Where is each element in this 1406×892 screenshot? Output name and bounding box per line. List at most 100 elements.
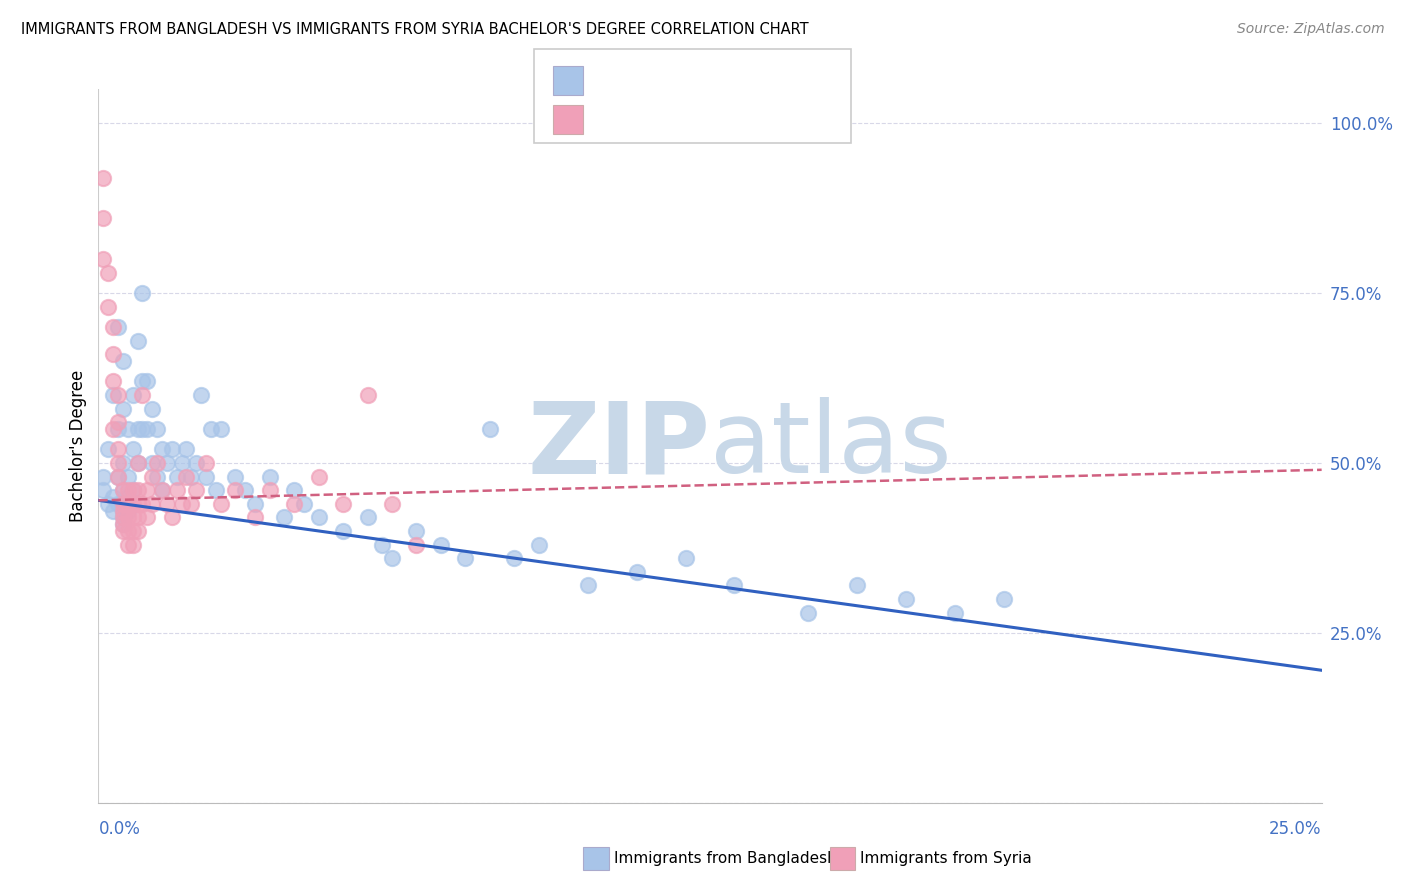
Point <box>111 517 134 532</box>
Text: Source: ZipAtlas.com: Source: ZipAtlas.com <box>1237 22 1385 37</box>
Text: R = -0.301  N = 77: R = -0.301 N = 77 <box>595 71 752 89</box>
Point <box>111 510 134 524</box>
Point <box>356 388 378 402</box>
Point <box>107 497 129 511</box>
Point <box>356 510 378 524</box>
Point <box>224 469 246 483</box>
Point <box>111 524 134 538</box>
Point <box>111 483 134 498</box>
Point <box>195 456 218 470</box>
Point <box>200 422 222 436</box>
Point <box>121 510 143 524</box>
Y-axis label: Bachelor's Degree: Bachelor's Degree <box>69 370 87 522</box>
Point <box>121 442 143 457</box>
Point <box>107 388 129 402</box>
Point <box>127 483 149 498</box>
Point <box>91 170 114 185</box>
Point <box>150 483 173 498</box>
Point <box>156 497 179 511</box>
Point <box>127 510 149 524</box>
Point <box>91 211 114 226</box>
Point <box>180 469 202 483</box>
Point <box>107 456 129 470</box>
Point <box>160 510 183 524</box>
Text: R =  0.023  N = 62: R = 0.023 N = 62 <box>595 111 752 128</box>
Text: 25.0%: 25.0% <box>1270 820 1322 838</box>
Point <box>136 483 159 498</box>
Point <box>405 537 427 551</box>
Point <box>146 469 169 483</box>
Point <box>146 422 169 436</box>
Point <box>127 422 149 436</box>
Text: 0.0%: 0.0% <box>98 820 141 838</box>
Point <box>121 497 143 511</box>
Point <box>117 490 139 504</box>
Point <box>150 483 173 498</box>
Point <box>186 483 208 498</box>
Point <box>101 320 124 334</box>
Point <box>107 469 129 483</box>
Point <box>127 456 149 470</box>
Point <box>131 375 153 389</box>
Point <box>111 456 134 470</box>
Point <box>381 551 404 566</box>
Point <box>117 422 139 436</box>
Point <box>101 503 124 517</box>
Point <box>117 537 139 551</box>
Point <box>176 469 198 483</box>
Point <box>111 503 134 517</box>
Point <box>943 606 966 620</box>
Text: IMMIGRANTS FROM BANGLADESH VS IMMIGRANTS FROM SYRIA BACHELOR'S DEGREE CORRELATIO: IMMIGRANTS FROM BANGLADESH VS IMMIGRANTS… <box>21 22 808 37</box>
Text: atlas: atlas <box>710 398 952 494</box>
Point <box>121 483 143 498</box>
Point <box>675 551 697 566</box>
Point <box>117 524 139 538</box>
Point <box>136 422 159 436</box>
Point <box>107 442 129 457</box>
Point <box>381 497 404 511</box>
Point <box>186 456 208 470</box>
Point <box>141 469 163 483</box>
Point <box>993 591 1015 606</box>
Point <box>292 497 315 511</box>
Point <box>127 497 149 511</box>
Text: ZIP: ZIP <box>527 398 710 494</box>
Point <box>209 422 232 436</box>
Point <box>141 456 163 470</box>
Point <box>332 497 354 511</box>
Point <box>233 483 256 498</box>
Text: Immigrants from Bangladesh: Immigrants from Bangladesh <box>614 851 837 865</box>
Point <box>131 497 153 511</box>
Point <box>576 578 599 592</box>
Point <box>797 606 820 620</box>
Point <box>111 401 134 416</box>
Point <box>91 469 114 483</box>
Point <box>101 422 124 436</box>
Point <box>131 388 153 402</box>
Point <box>527 537 550 551</box>
Point <box>127 456 149 470</box>
Point <box>111 497 134 511</box>
Point <box>308 510 330 524</box>
Point <box>146 456 169 470</box>
Point <box>283 497 305 511</box>
Point <box>131 286 153 301</box>
Point <box>117 483 139 498</box>
Point <box>205 483 228 498</box>
Point <box>141 401 163 416</box>
Point <box>111 354 134 368</box>
Point <box>430 537 453 551</box>
Point <box>91 252 114 266</box>
Point <box>259 469 281 483</box>
Point <box>454 551 477 566</box>
Point <box>107 422 129 436</box>
Point <box>723 578 745 592</box>
Point <box>107 469 129 483</box>
Point <box>131 422 153 436</box>
Point <box>332 524 354 538</box>
Point <box>283 483 305 498</box>
Point <box>405 524 427 538</box>
Point <box>111 517 134 532</box>
Point <box>166 469 188 483</box>
Point <box>308 469 330 483</box>
